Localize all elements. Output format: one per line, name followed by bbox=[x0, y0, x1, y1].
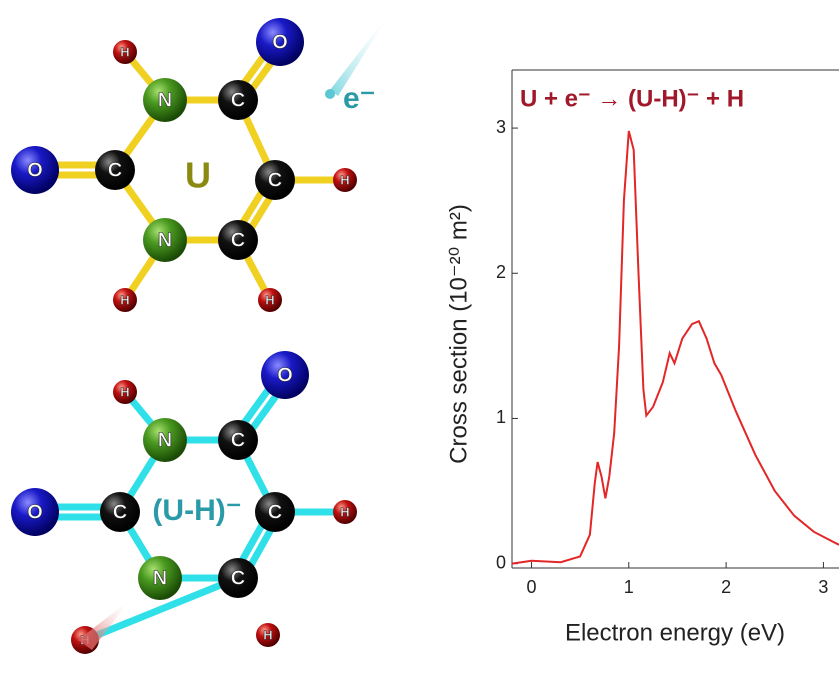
atom-label: O bbox=[27, 501, 43, 523]
atom-label: H bbox=[120, 44, 129, 59]
atom-label: H bbox=[120, 292, 129, 307]
atom-label: C bbox=[108, 159, 122, 181]
atom-label: C bbox=[231, 429, 245, 451]
atom-label: O bbox=[277, 364, 293, 386]
atom-label: C bbox=[268, 501, 282, 523]
y-axis-label: Cross section (10⁻²⁰ m²) bbox=[445, 204, 472, 464]
y-tick-label: 0 bbox=[496, 552, 506, 572]
atom-label: H bbox=[265, 292, 274, 307]
x-tick-label: 1 bbox=[624, 577, 634, 597]
atom-label: C bbox=[231, 567, 245, 589]
atom-label: O bbox=[27, 159, 43, 181]
x-tick-label: 3 bbox=[818, 577, 828, 597]
electron bbox=[325, 89, 335, 99]
plot: 0 1 2 3 0 1 2 3 Electron energy (eV) Cross sectio… bbox=[445, 70, 839, 646]
annotation: U + e⁻ → (U-H)⁻ + H bbox=[520, 85, 744, 112]
molecule-label: U bbox=[185, 155, 211, 196]
figure: OHNCOCCHNCHHUOHNCOCCHNCHH(U-H)⁻ e⁻ 01230… bbox=[0, 0, 839, 668]
atom-label: C bbox=[268, 169, 282, 191]
atom-label: H bbox=[340, 504, 349, 519]
electron-label: e⁻ bbox=[343, 82, 376, 115]
x-tick-label: 2 bbox=[721, 577, 731, 597]
x-axis-label: Electron energy (eV) bbox=[565, 619, 785, 646]
atom-label: N bbox=[158, 429, 172, 451]
atom-label: H bbox=[263, 627, 272, 642]
y-tick-label: 1 bbox=[496, 407, 506, 427]
atom-label: H bbox=[340, 172, 349, 187]
molecule-label: (U-H)⁻ bbox=[152, 494, 241, 527]
data-line bbox=[512, 131, 839, 564]
atom-label: C bbox=[113, 501, 127, 523]
atom-label: N bbox=[153, 567, 167, 589]
atom-label: O bbox=[272, 31, 288, 53]
molecules: OHNCOCCHNCHHUOHNCOCCHNCHH(U-H)⁻ bbox=[11, 18, 357, 654]
atom-label: N bbox=[158, 89, 172, 111]
x-tick-label: 0 bbox=[526, 577, 536, 597]
y-tick-label: 2 bbox=[496, 262, 506, 282]
atom-label: H bbox=[120, 384, 129, 399]
atom-label: C bbox=[231, 89, 245, 111]
atom-label: C bbox=[231, 229, 245, 251]
y-tick-label: 3 bbox=[496, 117, 506, 137]
atom-label: N bbox=[158, 229, 172, 251]
